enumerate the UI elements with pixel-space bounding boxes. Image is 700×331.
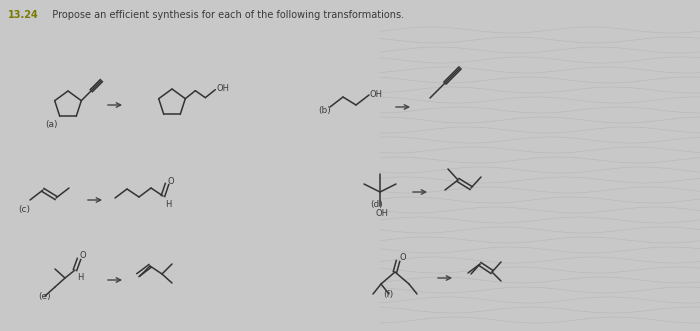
- Text: (a): (a): [45, 120, 57, 129]
- Text: (d): (d): [370, 200, 383, 209]
- Text: Propose an efficient synthesis for each of the following transformations.: Propose an efficient synthesis for each …: [46, 10, 404, 20]
- Text: H: H: [77, 273, 83, 282]
- Text: (f): (f): [383, 290, 393, 299]
- Text: (e): (e): [38, 292, 50, 301]
- Text: O: O: [168, 176, 174, 185]
- Text: OH: OH: [370, 89, 383, 99]
- Text: O: O: [399, 254, 405, 262]
- Text: (b): (b): [318, 106, 330, 115]
- Text: 13.24: 13.24: [8, 10, 38, 20]
- Text: OH: OH: [216, 84, 230, 93]
- Text: O: O: [80, 252, 87, 260]
- Text: OH: OH: [376, 209, 389, 218]
- Text: H: H: [165, 200, 172, 209]
- Text: (c): (c): [18, 205, 30, 214]
